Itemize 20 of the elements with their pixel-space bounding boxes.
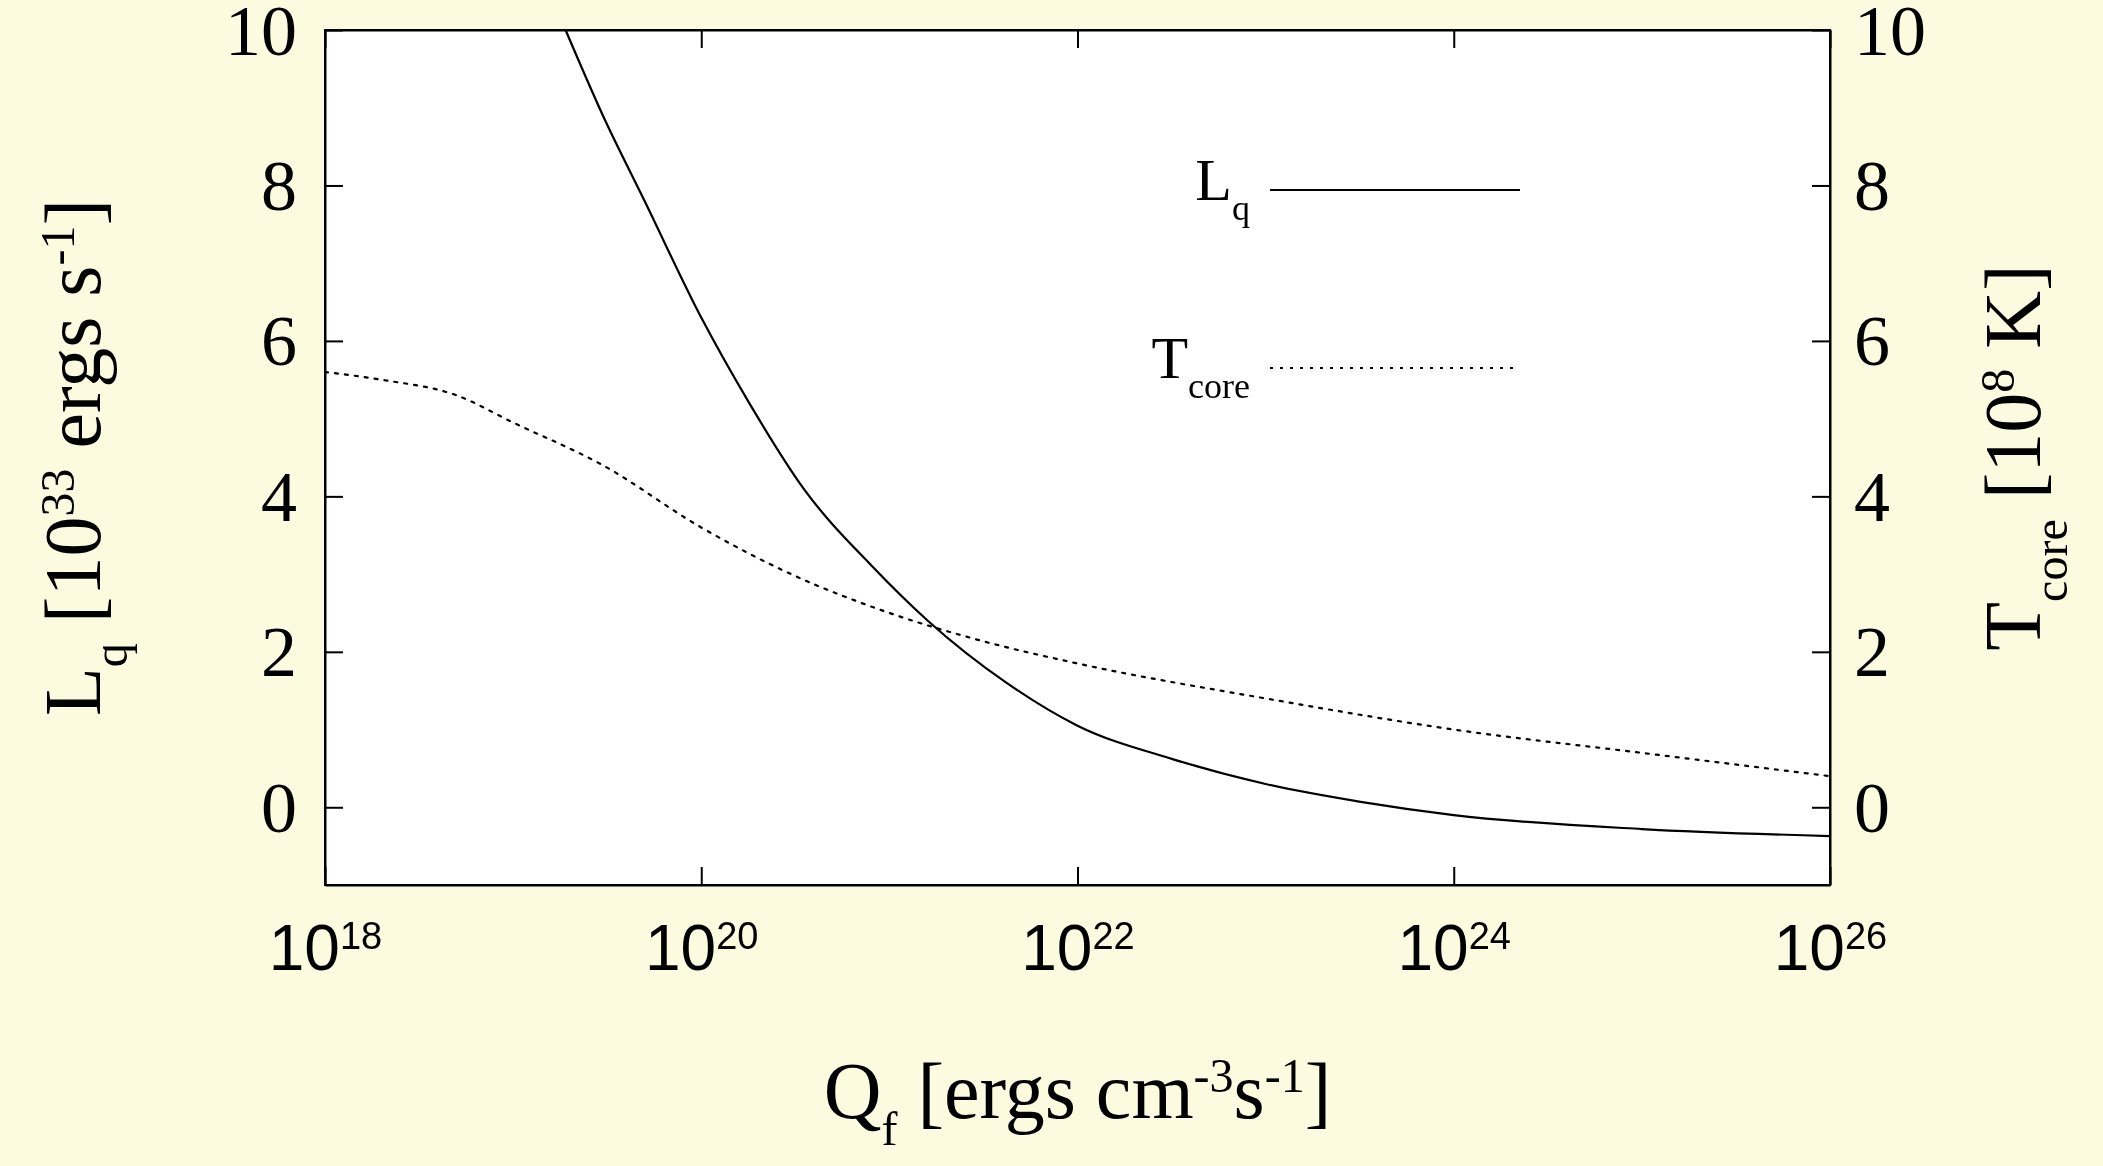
y2-tick-label: 6 (1854, 301, 1890, 382)
x-tick-label: 10$^{18}$ (268, 912, 383, 984)
y2-tick-label: 8 (1854, 145, 1890, 226)
y2-tick-label: 4 (1854, 456, 1890, 537)
x-tick-label: 10$^{26}$ (1773, 912, 1888, 984)
legend-label: T$_{core}$ (1151, 325, 1250, 406)
x-tick-label: 10$^{22}$ (1021, 912, 1135, 984)
legend-label: L$_{q}$ (1195, 147, 1250, 228)
x-tick-label: 10$^{24}$ (1397, 912, 1511, 984)
y-tick-label: 4 (261, 456, 297, 537)
x-axis-title: Q$_{f}$ [ergs cm$^{-3}$s$^{-1}$] (823, 1047, 1332, 1155)
y-tick-label: 6 (261, 301, 297, 382)
y-tick-label: 8 (261, 145, 297, 226)
y-tick-label: 2 (261, 612, 297, 693)
y-tick-label: 10 (225, 0, 297, 71)
y-tick-label: 0 (261, 767, 297, 848)
y2-tick-label: 2 (1854, 612, 1890, 693)
y2-tick-label: 0 (1854, 767, 1890, 848)
x-tick-label: 10$^{20}$ (645, 912, 759, 984)
y2-tick-label: 10 (1854, 0, 1926, 71)
